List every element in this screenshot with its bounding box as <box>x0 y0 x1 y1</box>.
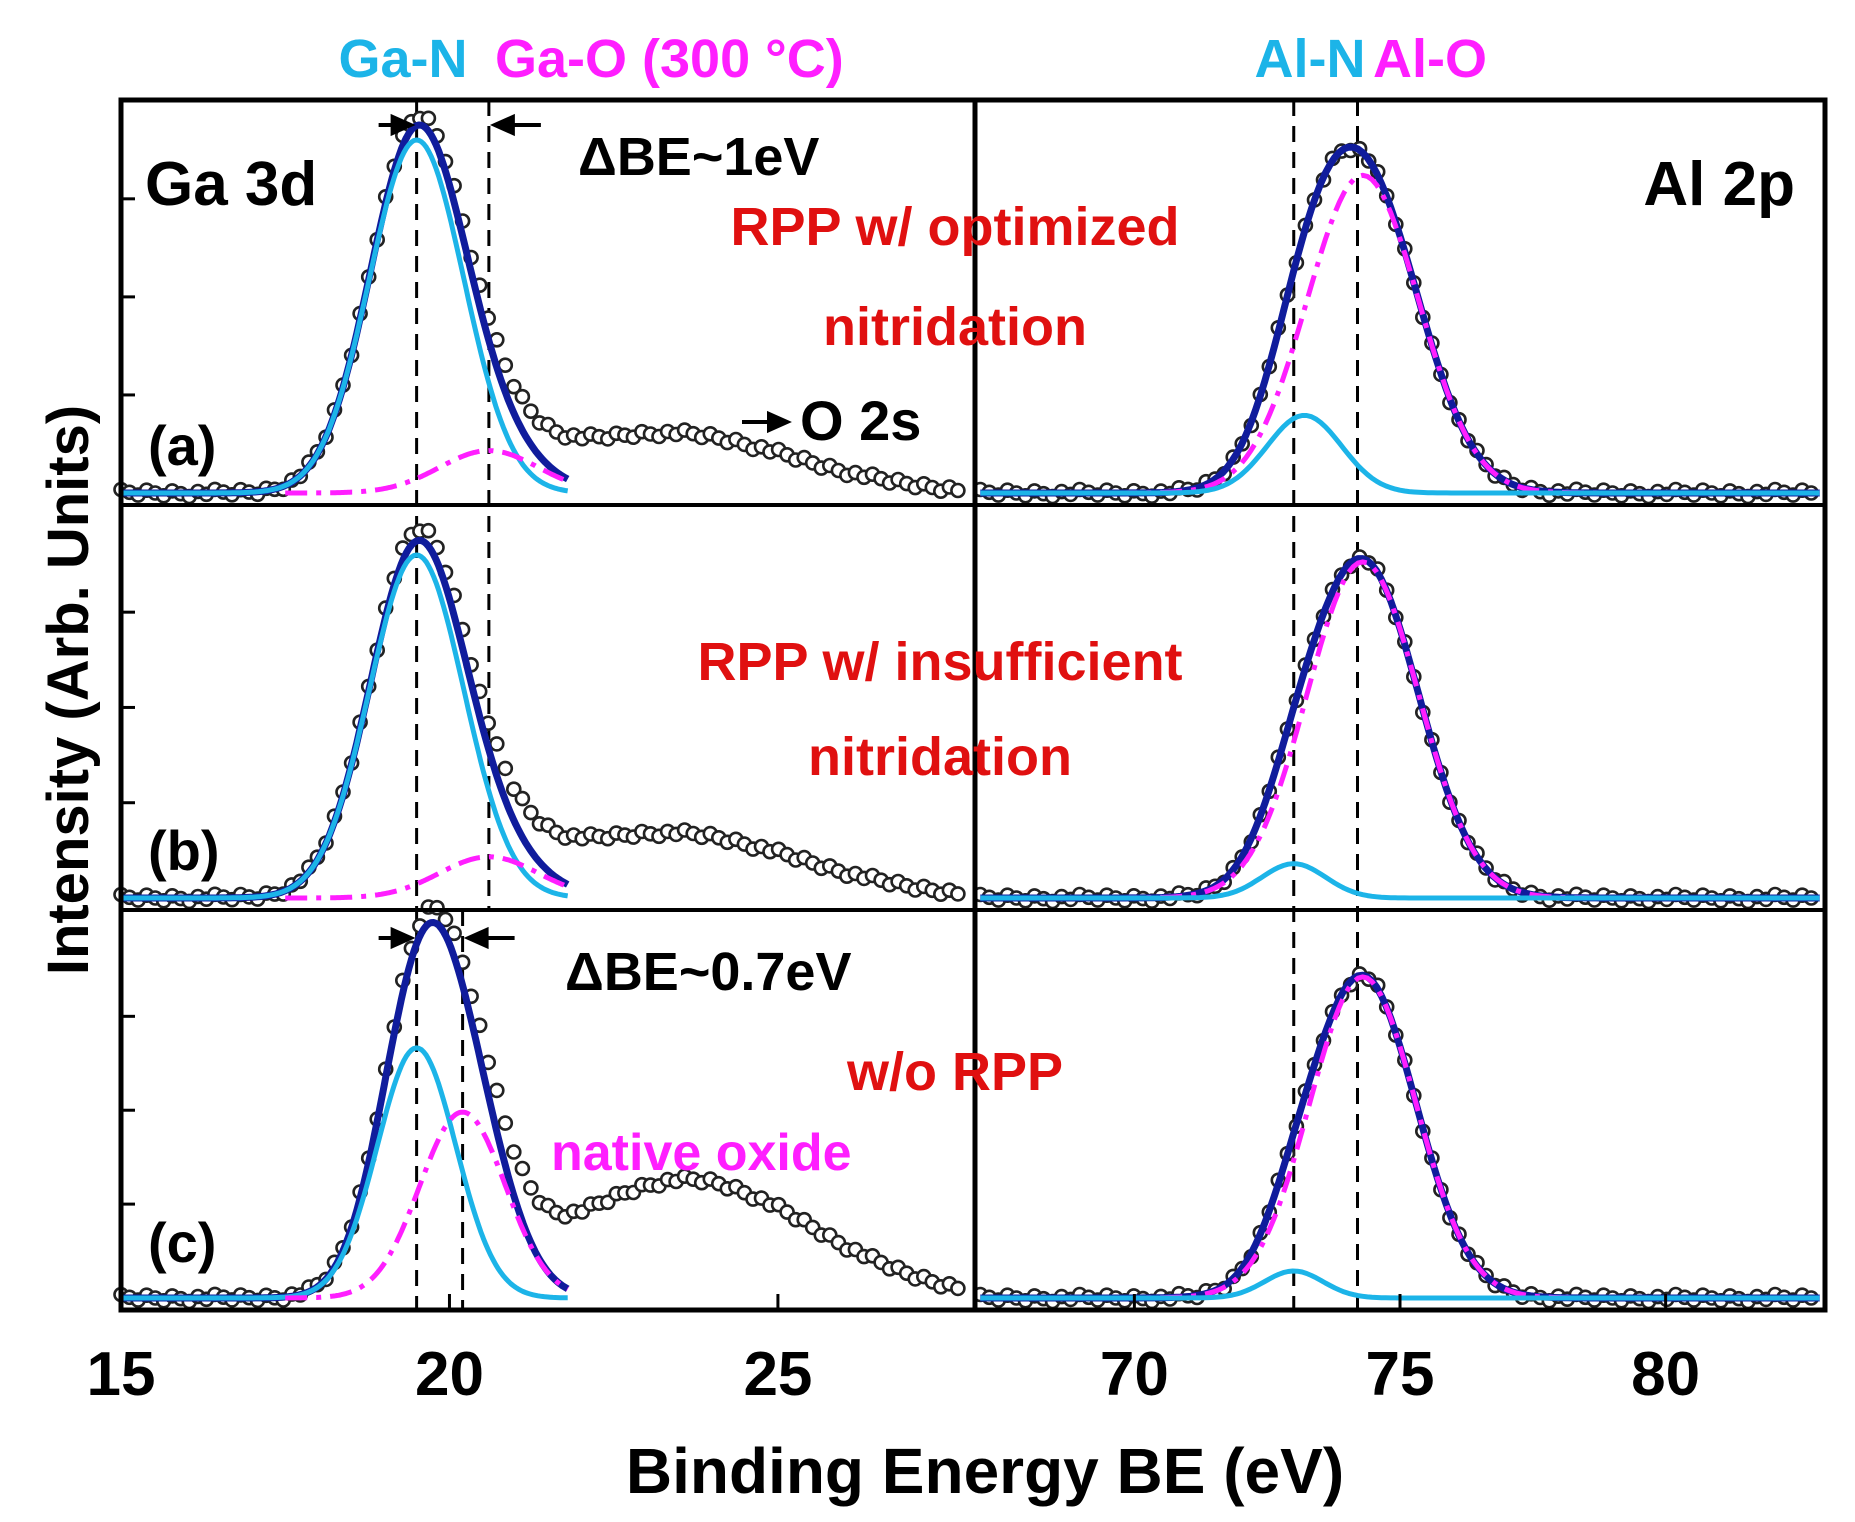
al-n-header-label: Al-N <box>1255 29 1366 89</box>
al-n-component-fit <box>980 413 1820 496</box>
y-axis-title: Intensity (Arb. Units) <box>36 405 101 975</box>
row-label-b: (b) <box>148 819 220 882</box>
ga3d-data-point <box>420 110 437 127</box>
delta-be-c-left-arrow <box>378 926 416 950</box>
ga3d-data-point <box>420 522 437 539</box>
x-tick-label-70: 70 <box>1100 1340 1169 1409</box>
al2p-envelope-fit <box>980 555 1820 902</box>
delta-be-c-label: ΔBE~0.7eV <box>565 942 851 1002</box>
ga-n-header-label: Ga-N <box>338 29 467 89</box>
condition-c: w/o RPP <box>846 1042 1063 1102</box>
ga3d-data-point <box>437 911 454 928</box>
native-oxide-label: native oxide <box>551 1124 852 1182</box>
condition-a-line1: RPP w/ optimized <box>730 197 1179 257</box>
condition-b-line1: RPP w/ insufficient <box>697 632 1182 692</box>
ga-o-component-fit <box>284 1109 569 1301</box>
x-tick-label-20: 20 <box>415 1340 484 1409</box>
ga-n-component-fit <box>121 552 569 901</box>
ga3d-data-point <box>514 388 531 405</box>
ga3d-data-point <box>514 1160 531 1177</box>
ga3d-data-point <box>505 781 522 798</box>
ga3d-data-point <box>514 790 531 807</box>
o2s-pointer-arrow <box>742 410 792 434</box>
ga3d-data-point <box>523 804 539 821</box>
al-n-component-fit <box>980 861 1820 901</box>
al-o-component-fit <box>980 974 1820 1301</box>
condition-a-line2: nitridation <box>823 297 1087 357</box>
ga-n-component-fit <box>121 137 569 496</box>
ga-n-component-fit <box>121 1045 568 1301</box>
delta-be-a-label: ΔBE~1eV <box>578 127 819 187</box>
x-tick-label-75: 75 <box>1366 1340 1435 1409</box>
ga3d-data-point <box>523 1180 539 1196</box>
ga-o-component-fit <box>284 854 569 901</box>
o2s-label: O 2s <box>800 389 921 452</box>
plot-layer <box>113 100 1820 1310</box>
delta-be-a-right-arrow <box>489 113 541 137</box>
ga3d-data-point <box>950 482 966 499</box>
ga3d-data-point <box>505 378 522 395</box>
ga-o-component-fit <box>284 448 569 496</box>
ga3d-data-point <box>488 1082 505 1099</box>
al-2p-label: Al 2p <box>1643 150 1795 219</box>
al-o-header-label: Al-O <box>1373 29 1487 89</box>
ga3d-data-point <box>497 760 514 777</box>
ga-o-header-label: Ga-O (300 °C) <box>495 29 844 89</box>
ga3d-data-point <box>429 899 445 916</box>
row-label-c: (c) <box>148 1211 216 1274</box>
delta-be-a-left-arrow <box>378 113 416 137</box>
row-label-a: (a) <box>148 414 216 477</box>
ga-3d-label: Ga 3d <box>145 150 317 219</box>
condition-b-line2: nitridation <box>808 727 1072 787</box>
ga3d-data-point <box>950 886 966 902</box>
delta-be-c-right-arrow <box>463 926 515 950</box>
ga3d-data-point <box>523 403 539 420</box>
x-axis-title: Binding Energy BE (eV) <box>626 1435 1344 1507</box>
x-tick-label-80: 80 <box>1631 1340 1700 1409</box>
al2p-envelope-fit <box>980 971 1820 1302</box>
ga3d-data-point <box>488 736 505 752</box>
ga3d-data-point <box>497 1115 514 1131</box>
x-tick-label-25: 25 <box>743 1340 812 1409</box>
ga3d-data-point <box>505 1144 522 1160</box>
ga3d-data-point <box>950 1280 966 1297</box>
x-tick-label-15: 15 <box>87 1340 156 1409</box>
